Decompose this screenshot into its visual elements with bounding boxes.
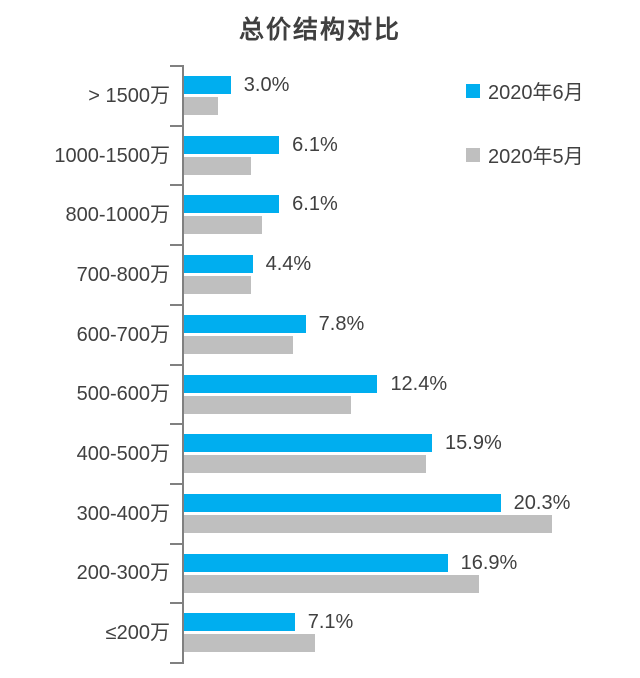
category-label: 800-1000万 <box>65 204 170 227</box>
category-label: 400-500万 <box>76 443 170 466</box>
bar-2020-06 <box>184 374 378 393</box>
axis-tick <box>170 542 183 545</box>
category-label: 500-600万 <box>76 383 170 406</box>
category-label: ≤200万 <box>105 622 170 645</box>
data-label: 7.8% <box>318 312 365 335</box>
bar-2020-06 <box>184 76 231 94</box>
bar-2020-05 <box>184 634 316 653</box>
bar-2020-05 <box>184 455 426 474</box>
bar-2020-06 <box>184 493 501 512</box>
bar-2020-05 <box>184 156 252 175</box>
bar-2020-05 <box>184 216 262 235</box>
bar-2020-06 <box>184 255 253 274</box>
legend-label-may: 2020年5月 <box>488 146 584 168</box>
data-label: 7.1% <box>307 611 354 634</box>
data-label: 3.0% <box>243 74 290 96</box>
legend-swatch-may-icon <box>466 147 480 162</box>
data-label: 6.1% <box>292 133 338 156</box>
data-label: 6.1% <box>292 193 338 216</box>
bar-2020-05 <box>184 574 479 593</box>
axis-tick <box>170 662 183 664</box>
category-label: 1000-1500万 <box>54 144 170 167</box>
legend-swatch-june-icon <box>466 83 480 98</box>
legend-item-june: 2020年6月 <box>466 76 584 105</box>
legend-item-may: 2020年5月 <box>466 140 584 169</box>
bar-2020-05 <box>184 276 252 295</box>
bar-2020-05 <box>184 97 219 115</box>
axis-tick <box>170 244 183 247</box>
axis-tick <box>170 184 183 187</box>
bar-2020-05 <box>184 335 294 354</box>
axis-tick <box>170 124 183 127</box>
data-label: 4.4% <box>265 253 312 276</box>
category-label: > 1500万 <box>88 84 170 107</box>
bar-2020-06 <box>184 434 433 453</box>
bar-2020-05 <box>184 395 351 414</box>
category-label: 600-700万 <box>76 323 170 346</box>
axis-tick <box>170 602 183 605</box>
axis-tick <box>170 303 183 306</box>
bar-2020-05 <box>184 514 553 533</box>
bar-2020-06 <box>184 135 280 154</box>
bar-2020-06 <box>184 553 448 572</box>
bar-2020-06 <box>184 314 306 333</box>
axis-tick <box>170 65 183 67</box>
data-label: 15.9% <box>445 432 502 455</box>
y-axis-line <box>182 65 184 664</box>
axis-tick <box>170 423 183 426</box>
data-label: 20.3% <box>513 491 571 514</box>
bar-2020-06 <box>184 613 295 632</box>
axis-tick <box>170 363 183 366</box>
bar-2020-06 <box>184 195 280 214</box>
axis-tick <box>170 482 183 485</box>
chart-title: 总价结构对比 <box>238 16 401 44</box>
category-label: 200-300万 <box>76 562 170 585</box>
data-label: 16.9% <box>460 551 518 574</box>
category-label: 300-400万 <box>76 502 170 525</box>
legend-label-june: 2020年6月 <box>488 82 584 104</box>
data-label: 12.4% <box>390 372 448 395</box>
category-label: 700-800万 <box>76 263 170 286</box>
